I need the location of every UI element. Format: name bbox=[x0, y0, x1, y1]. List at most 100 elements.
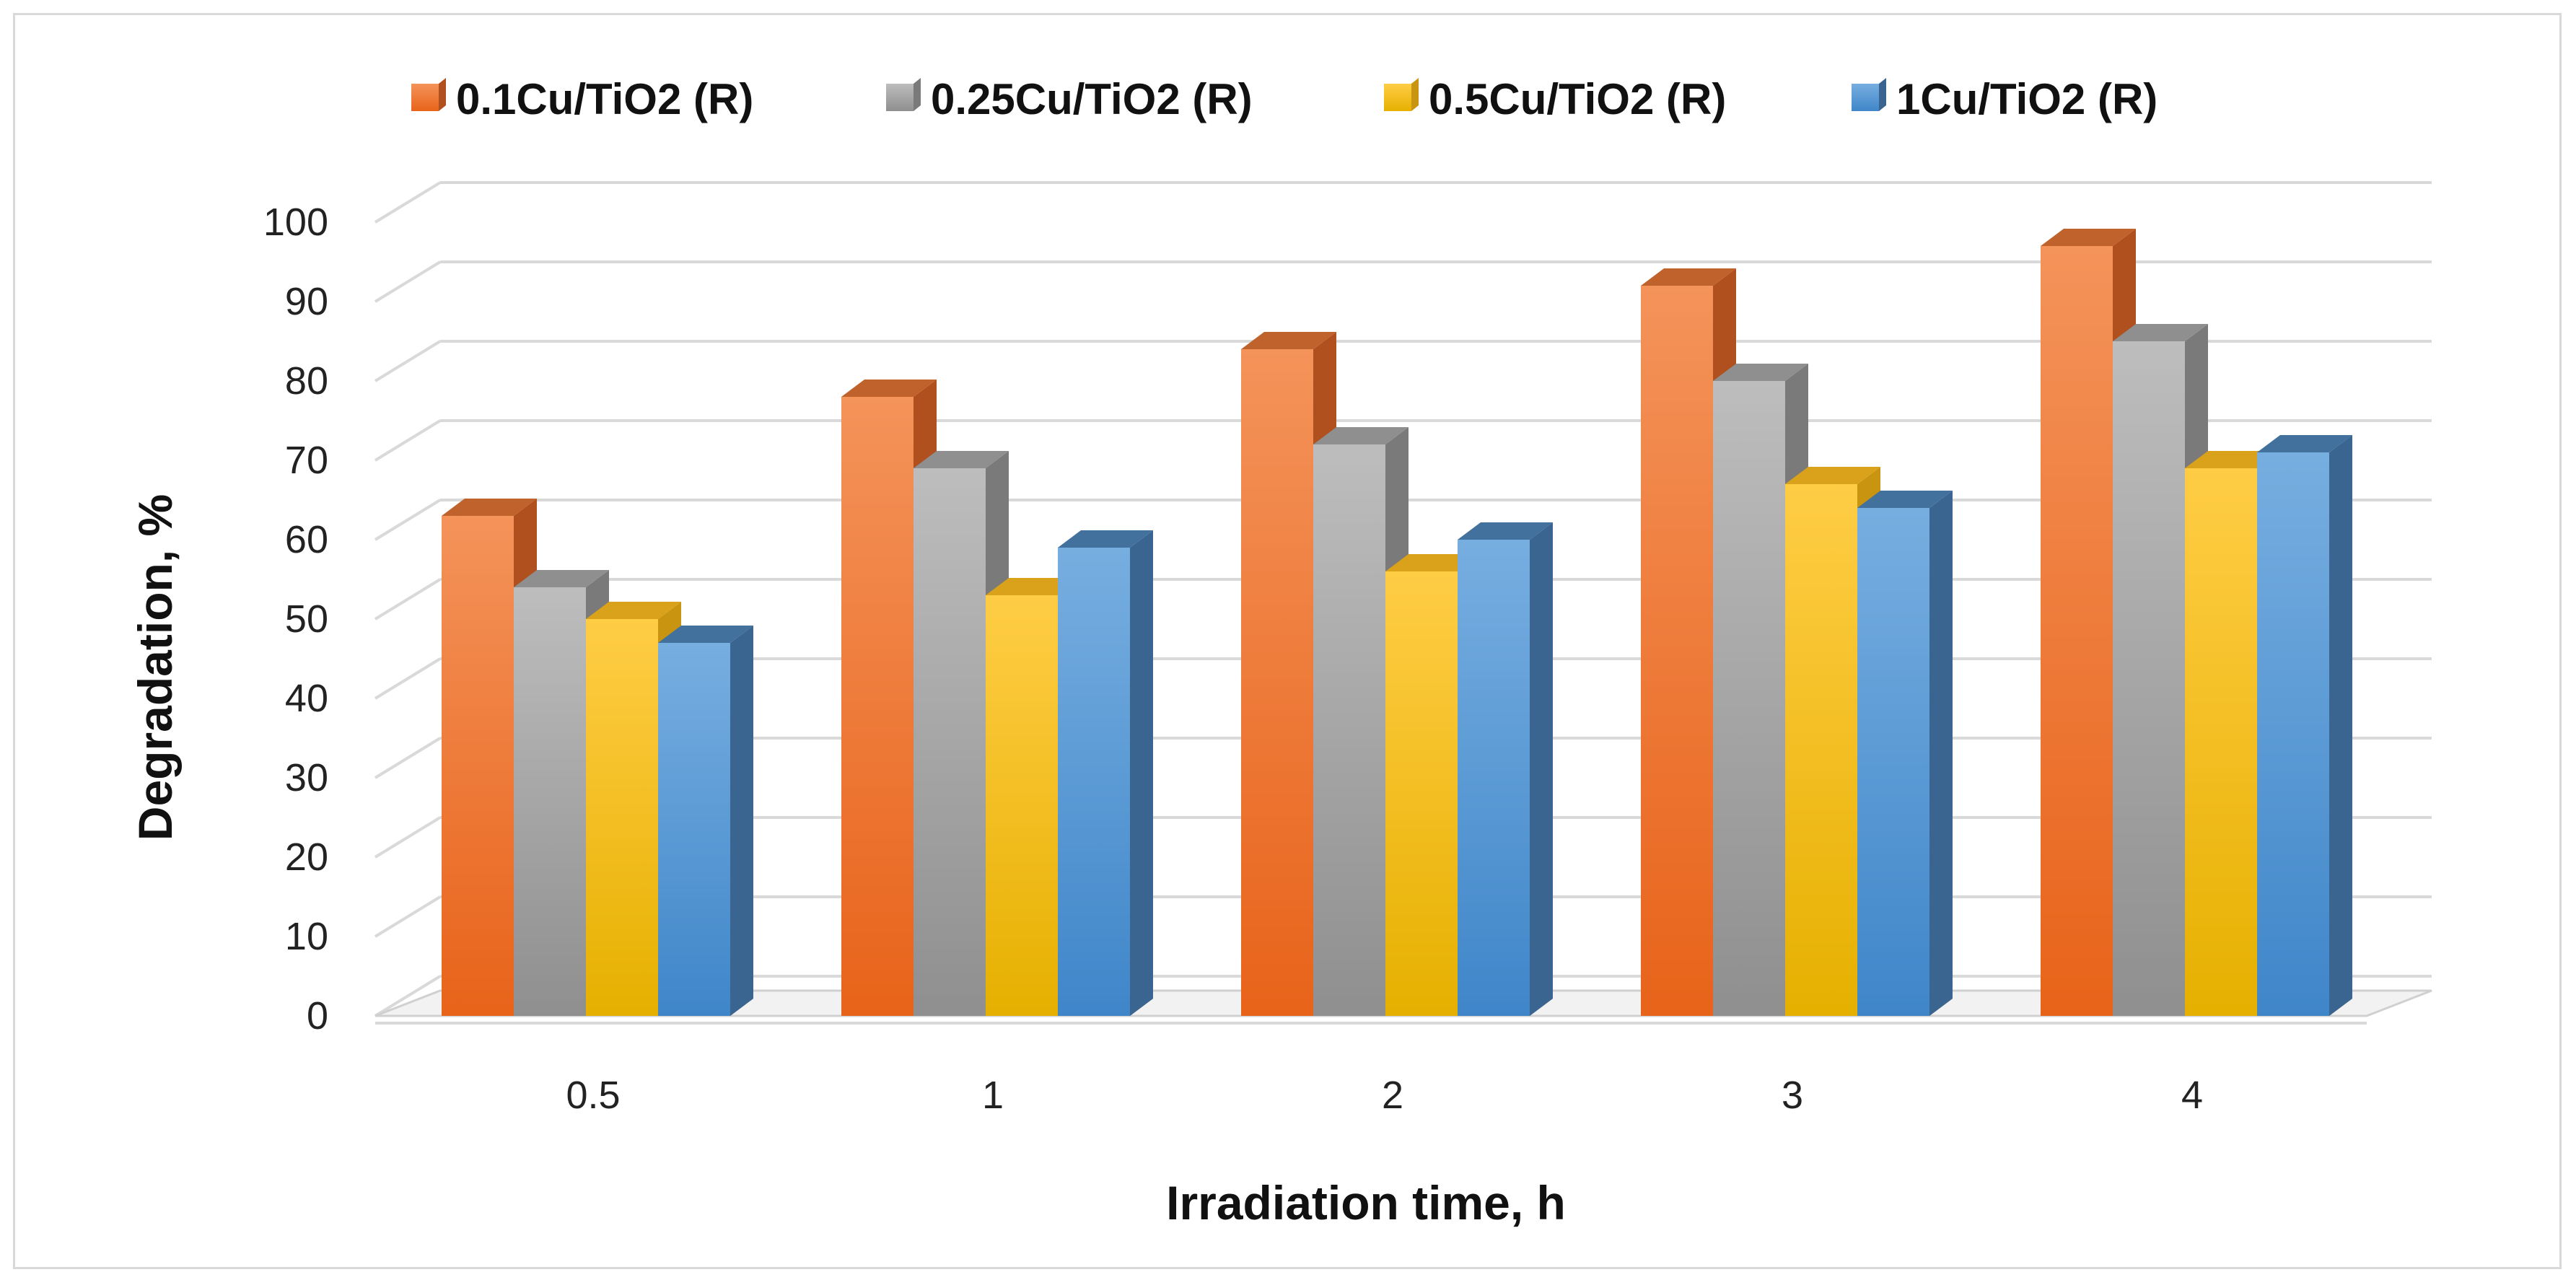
bar-top bbox=[986, 578, 1081, 595]
bar bbox=[1458, 522, 1553, 1016]
legend-item: 0.25Cu/TiO2 (R) bbox=[886, 75, 1253, 123]
bar-front bbox=[1058, 548, 1130, 1016]
bar-top bbox=[514, 570, 609, 587]
bar-top bbox=[1241, 332, 1336, 349]
gridline-side bbox=[374, 657, 442, 700]
y-tick-label: 0 bbox=[307, 994, 328, 1038]
bar-top bbox=[1785, 467, 1880, 484]
x-tick-label: 0.5 bbox=[566, 1074, 620, 1117]
x-tick-label: 2 bbox=[1382, 1074, 1403, 1117]
y-tick-label: 40 bbox=[285, 677, 328, 720]
gridline-side bbox=[374, 181, 442, 224]
bars bbox=[442, 229, 2352, 1016]
legend-item: 1Cu/TiO2 (R) bbox=[1852, 75, 2157, 123]
bar-top bbox=[2041, 229, 2136, 246]
legend-swatch-side bbox=[1879, 78, 1886, 111]
x-axis-ticks: 0.5 1 2 3 4 bbox=[566, 1074, 2203, 1117]
bar-front bbox=[1313, 444, 1385, 1016]
bar-top bbox=[1641, 268, 1736, 286]
bar bbox=[1058, 530, 1153, 1016]
bar-side bbox=[2329, 435, 2352, 1016]
y-tick-label: 80 bbox=[285, 359, 328, 403]
gridline-side bbox=[374, 816, 442, 859]
x-tick-label: 1 bbox=[982, 1074, 1004, 1117]
bar-top bbox=[1458, 522, 1553, 540]
bar-top bbox=[841, 380, 937, 397]
bar-front bbox=[914, 468, 986, 1016]
y-tick-label: 100 bbox=[263, 201, 328, 244]
bar-side bbox=[1130, 530, 1153, 1016]
bar-top bbox=[2113, 324, 2208, 341]
bar-front bbox=[1641, 286, 1713, 1016]
bar bbox=[658, 626, 753, 1016]
bar-front bbox=[2113, 341, 2185, 1016]
legend-swatch bbox=[411, 84, 439, 111]
legend-swatch bbox=[1384, 84, 1411, 111]
legend-swatch-side bbox=[439, 78, 446, 111]
bar-front bbox=[1713, 381, 1785, 1016]
y-tick-label: 60 bbox=[285, 518, 328, 561]
gridline-side bbox=[374, 419, 442, 462]
legend-label: 0.25Cu/TiO2 (R) bbox=[931, 75, 1253, 123]
y-tick-label: 30 bbox=[285, 756, 328, 799]
bar-front bbox=[1241, 349, 1313, 1016]
legend-swatch bbox=[886, 84, 914, 111]
bar-front bbox=[841, 397, 914, 1016]
y-axis-title: Degradation, % bbox=[128, 494, 182, 841]
gridline-side bbox=[374, 260, 442, 303]
legend-swatch-side bbox=[914, 78, 921, 111]
legend-swatch bbox=[1852, 84, 1879, 111]
bar-top bbox=[2185, 451, 2280, 468]
bar-front bbox=[986, 595, 1058, 1016]
bar-front bbox=[2257, 452, 2329, 1016]
bar-top bbox=[2257, 435, 2352, 452]
legend-label: 0.5Cu/TiO2 (R) bbox=[1429, 75, 1726, 123]
gridline-side bbox=[374, 975, 442, 1017]
gridline-side bbox=[374, 578, 442, 620]
bar bbox=[986, 578, 1081, 1016]
bar bbox=[2257, 435, 2352, 1016]
bar-top bbox=[586, 602, 681, 619]
gridline-side bbox=[374, 499, 442, 541]
bar-side bbox=[730, 626, 753, 1016]
y-tick-label: 70 bbox=[285, 439, 328, 482]
bar-top bbox=[1713, 364, 1808, 381]
legend: 0.1Cu/TiO2 (R) 0.25Cu/TiO2 (R) 0.5Cu/TiO2 … bbox=[411, 75, 2157, 123]
bar-front bbox=[2041, 246, 2113, 1016]
y-tick-label: 50 bbox=[285, 597, 328, 641]
x-tick-label: 3 bbox=[1782, 1074, 1803, 1117]
legend-label: 0.1Cu/TiO2 (R) bbox=[456, 75, 753, 123]
gridline-side bbox=[374, 340, 442, 382]
bar-front bbox=[514, 587, 586, 1016]
gridline-side bbox=[374, 737, 442, 779]
bar-front bbox=[586, 619, 658, 1016]
bar-top bbox=[1385, 554, 1481, 571]
legend-item: 0.1Cu/TiO2 (R) bbox=[411, 75, 753, 123]
x-axis-title: Irradiation time, h bbox=[1166, 1176, 1566, 1229]
bar-front bbox=[1857, 508, 1929, 1016]
bar-top bbox=[1313, 427, 1409, 444]
x-tick-label: 4 bbox=[2181, 1074, 2203, 1117]
bar-side bbox=[1929, 491, 1953, 1016]
y-axis-ticks: 0 10 20 30 40 50 60 70 80 90 100 bbox=[263, 201, 328, 1038]
y-tick-label: 10 bbox=[285, 915, 328, 958]
bar-side bbox=[1530, 522, 1553, 1016]
bar-front bbox=[2185, 468, 2257, 1016]
legend-item: 0.5Cu/TiO2 (R) bbox=[1384, 75, 1726, 123]
y-tick-label: 20 bbox=[285, 836, 328, 879]
bar-front bbox=[442, 516, 514, 1016]
legend-swatch-side bbox=[1411, 78, 1419, 111]
bar-top bbox=[1857, 491, 1953, 508]
bar-top bbox=[442, 499, 537, 516]
bar-front bbox=[658, 643, 730, 1016]
y-tick-label: 90 bbox=[285, 280, 328, 323]
legend-label: 1Cu/TiO2 (R) bbox=[1896, 75, 2157, 123]
gridline-side bbox=[374, 895, 442, 938]
bar-front bbox=[1785, 484, 1857, 1016]
bar-top bbox=[914, 451, 1009, 468]
bar-front bbox=[1458, 540, 1530, 1016]
bar bbox=[1857, 491, 1953, 1016]
bar-top bbox=[1058, 530, 1153, 548]
bar-front bbox=[1385, 571, 1458, 1016]
